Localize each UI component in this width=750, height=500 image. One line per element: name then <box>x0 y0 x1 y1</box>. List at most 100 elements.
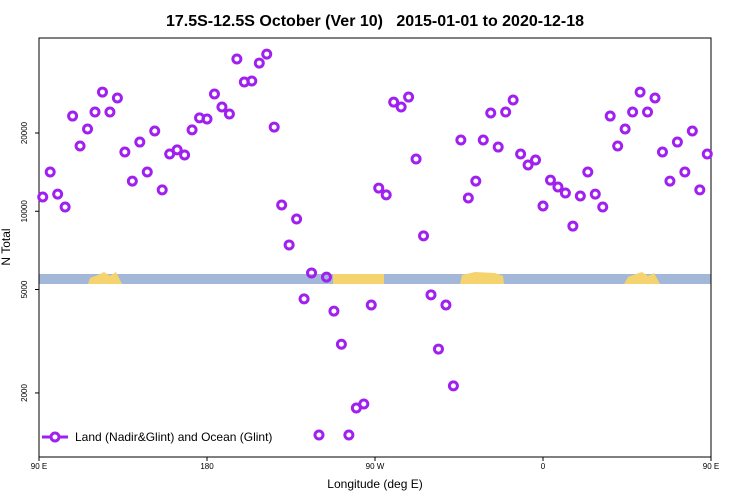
point <box>201 113 213 125</box>
point <box>186 124 198 136</box>
point <box>179 149 191 161</box>
point <box>156 184 168 196</box>
point <box>470 175 482 187</box>
point <box>358 398 370 410</box>
point <box>126 175 138 187</box>
point <box>313 429 325 441</box>
point <box>67 110 79 122</box>
point <box>500 106 512 118</box>
point <box>694 184 706 196</box>
point <box>343 429 355 441</box>
point <box>52 188 64 200</box>
point <box>492 141 504 153</box>
point <box>447 380 459 392</box>
point <box>664 175 676 187</box>
point <box>627 106 639 118</box>
point <box>440 299 452 311</box>
x-tick-label: 90 E <box>703 462 719 471</box>
land <box>460 272 504 284</box>
point <box>268 121 280 133</box>
point <box>111 92 123 104</box>
point <box>642 106 654 118</box>
point <box>701 148 713 160</box>
point <box>462 192 474 204</box>
point <box>171 144 183 156</box>
point <box>37 191 49 203</box>
point <box>619 123 631 135</box>
point <box>380 189 392 201</box>
land <box>333 274 384 284</box>
point <box>373 182 385 194</box>
point <box>515 148 527 160</box>
point <box>671 136 683 148</box>
point <box>530 154 542 166</box>
point <box>141 166 153 178</box>
point <box>410 153 422 165</box>
point <box>298 293 310 305</box>
point <box>589 188 601 200</box>
point <box>74 140 86 152</box>
point <box>365 299 377 311</box>
point <box>306 267 318 279</box>
point <box>388 96 400 108</box>
point <box>686 125 698 137</box>
y-tick-label: 2000 <box>20 383 29 401</box>
point <box>552 181 564 193</box>
y-tick-label: 20000 <box>20 121 29 144</box>
point <box>283 239 295 251</box>
point <box>679 166 691 178</box>
x-tick-label: 90 W <box>366 462 385 471</box>
point <box>432 343 444 355</box>
point <box>403 91 415 103</box>
point <box>328 305 340 317</box>
land <box>88 272 122 284</box>
point <box>89 106 101 118</box>
point <box>320 271 332 283</box>
plot-frame <box>38 37 712 458</box>
point <box>134 136 146 148</box>
point <box>604 110 616 122</box>
point <box>291 213 303 225</box>
point <box>335 338 347 350</box>
chart-title: 17.5S-12.5S October (Ver 10) 2015-01-01 … <box>166 13 584 30</box>
legend-marker <box>49 431 61 443</box>
point <box>82 123 94 135</box>
point <box>567 220 579 232</box>
point <box>559 187 571 199</box>
point <box>612 140 624 152</box>
point <box>216 101 228 113</box>
point <box>537 200 549 212</box>
x-tick-label: 0 <box>541 462 546 471</box>
point <box>59 201 71 213</box>
point <box>425 289 437 301</box>
y-tick-label: 10000 <box>20 200 29 223</box>
point <box>418 230 430 242</box>
point <box>574 190 586 202</box>
point <box>656 146 668 158</box>
point <box>455 134 467 146</box>
map-strip <box>39 272 711 284</box>
point <box>477 134 489 146</box>
y-tick-label: 5000 <box>20 280 29 298</box>
point <box>544 174 556 186</box>
point <box>253 57 265 69</box>
point <box>44 166 56 178</box>
point <box>231 53 243 65</box>
legend-label: Land (Nadir&Glint) and Ocean (Glint) <box>75 430 272 444</box>
point <box>104 106 116 118</box>
x-tick-label: 90 E <box>31 462 47 471</box>
x-axis-label: Longitude (deg E) <box>327 477 422 491</box>
point <box>223 108 235 120</box>
point <box>149 125 161 137</box>
point <box>395 101 407 113</box>
point <box>208 88 220 100</box>
point <box>649 92 661 104</box>
point <box>507 94 519 106</box>
point <box>119 146 131 158</box>
point <box>582 166 594 178</box>
point <box>96 86 108 98</box>
x-tick-label: 180 <box>200 462 214 471</box>
point <box>485 107 497 119</box>
point <box>522 159 534 171</box>
